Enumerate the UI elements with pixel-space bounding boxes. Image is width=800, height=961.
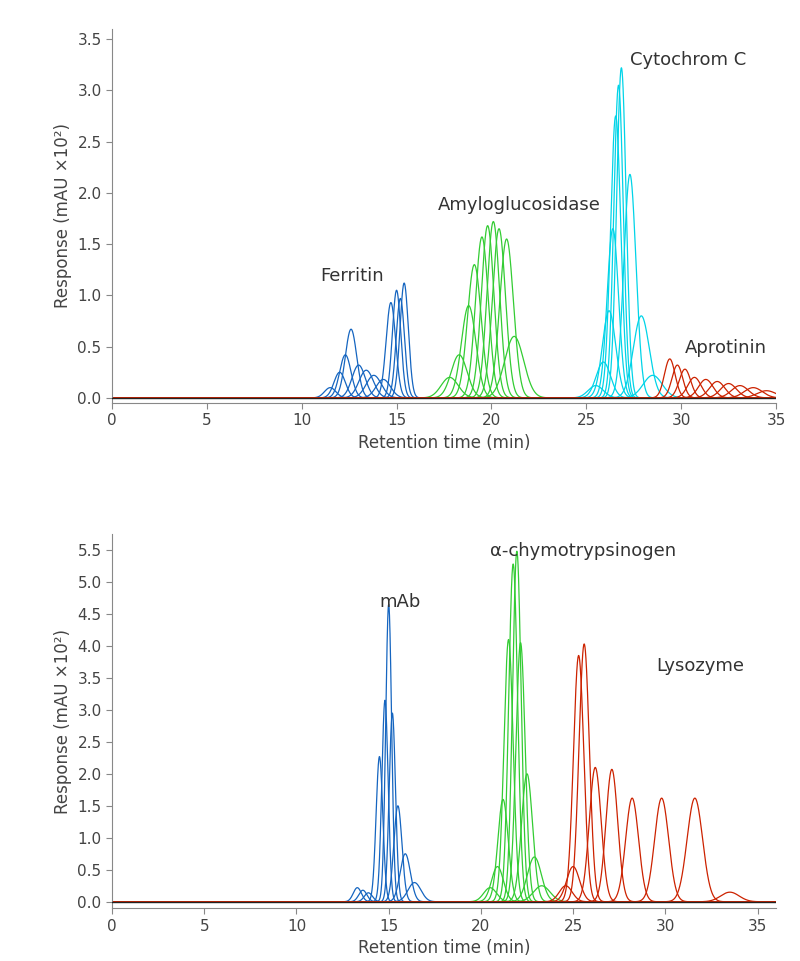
- Text: Ferritin: Ferritin: [321, 266, 384, 284]
- X-axis label: Retention time (min): Retention time (min): [358, 939, 530, 957]
- Y-axis label: Response (mAU ×10²): Response (mAU ×10²): [54, 123, 72, 308]
- Text: Cytochrom C: Cytochrom C: [630, 51, 746, 69]
- Text: mAb: mAb: [379, 594, 421, 611]
- Y-axis label: Response (mAU ×10²): Response (mAU ×10²): [54, 628, 72, 814]
- Text: α-chymotrypsinogen: α-chymotrypsinogen: [490, 542, 676, 560]
- Text: Amyloglucosidase: Amyloglucosidase: [438, 196, 601, 214]
- Text: Lysozyme: Lysozyme: [656, 657, 744, 676]
- X-axis label: Retention time (min): Retention time (min): [358, 434, 530, 452]
- Text: Aprotinin: Aprotinin: [685, 339, 767, 357]
